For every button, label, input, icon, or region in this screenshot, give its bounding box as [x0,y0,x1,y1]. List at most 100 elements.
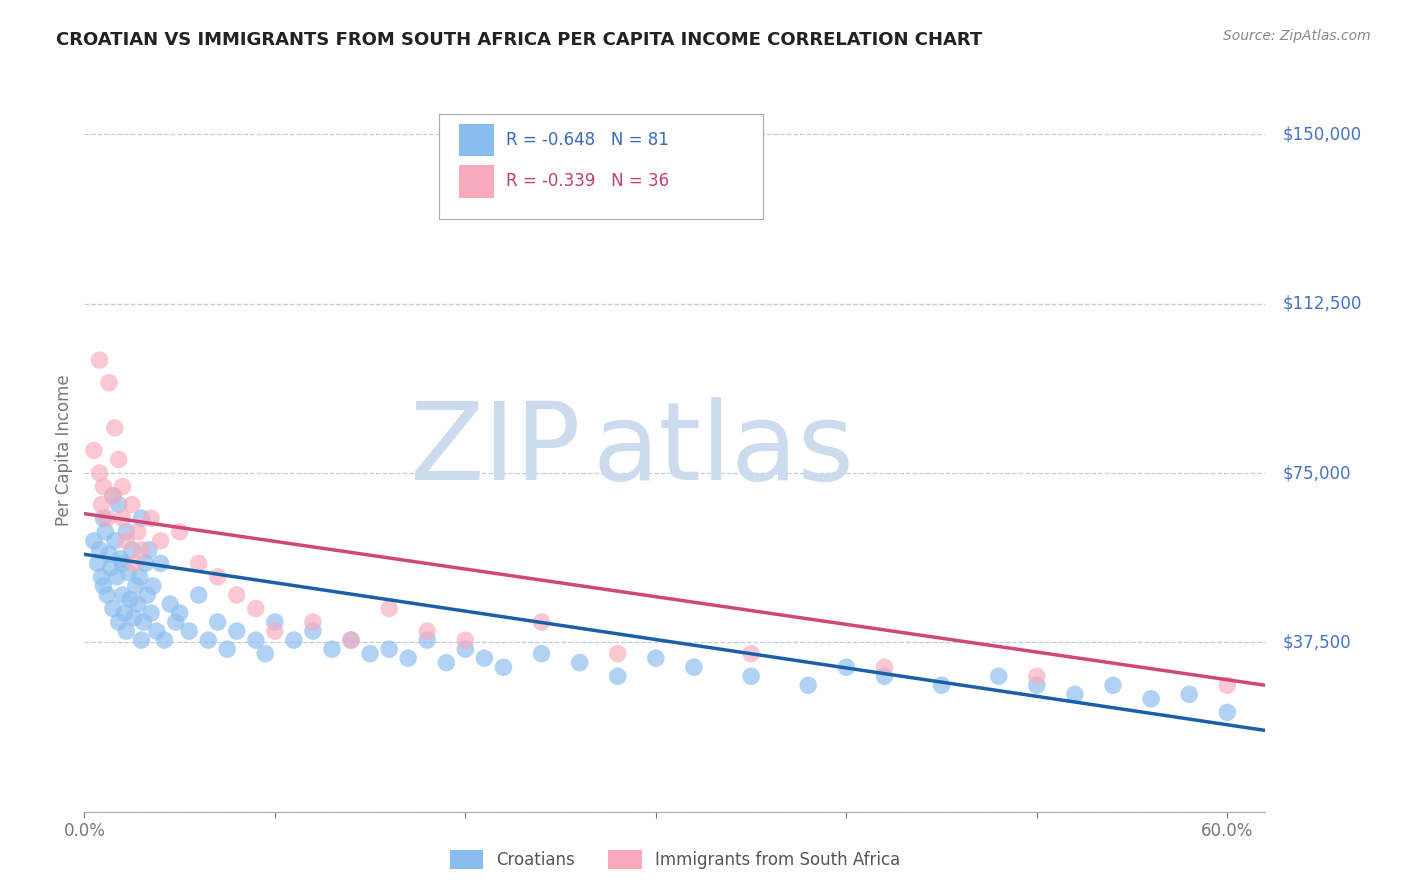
Point [378,642,401,657]
Point [1216,706,1239,720]
Point [530,647,553,661]
Point [1102,678,1125,692]
Point [245,601,267,615]
Point [89,353,111,368]
Point [120,592,142,607]
Point [107,452,129,467]
Point [197,633,219,648]
Point [454,633,477,648]
Point [121,542,143,557]
Point [89,466,111,480]
Point [169,606,191,620]
Point [115,624,138,639]
Point [149,533,172,548]
Point [396,651,419,665]
Point [86,557,108,571]
Point [98,376,121,390]
Point [96,511,118,525]
Point [153,633,176,648]
Point [165,615,187,629]
Point [1140,691,1163,706]
Point [139,511,162,525]
Point [93,511,115,525]
Point [644,651,666,665]
Point [187,588,209,602]
Point [111,479,134,493]
Point [359,647,381,661]
Point [225,624,247,639]
Point [302,615,325,629]
Point [93,579,115,593]
Point [606,669,628,683]
Point [117,566,139,580]
Point [149,557,172,571]
Text: Source: ZipAtlas.com: Source: ZipAtlas.com [1223,29,1371,43]
Point [263,624,285,639]
Point [683,660,706,674]
Point [110,551,132,566]
Point [83,443,105,458]
Point [107,498,129,512]
Point [134,557,156,571]
Point [136,588,159,602]
Point [111,557,134,571]
Point [105,570,128,584]
Point [104,533,127,548]
FancyBboxPatch shape [458,165,494,198]
Point [111,588,134,602]
Point [740,669,762,683]
Point [111,511,134,525]
Point [93,479,115,493]
Point [254,647,277,661]
Point [122,610,145,624]
Point [873,660,896,674]
Point [340,633,363,648]
Point [179,624,201,639]
Point [1064,687,1087,701]
Point [131,542,153,557]
Point [207,615,229,629]
Point [131,511,153,525]
Point [207,570,229,584]
Text: ZIP: ZIP [409,398,581,503]
Text: R = -0.648   N = 81: R = -0.648 N = 81 [506,131,669,149]
Point [987,669,1010,683]
Point [187,557,209,571]
Text: $150,000: $150,000 [1282,126,1361,144]
Point [90,570,112,584]
Point [128,570,150,584]
Point [132,615,155,629]
Text: $112,500: $112,500 [1282,294,1361,313]
Point [1025,669,1047,683]
Point [104,421,127,435]
Point [115,524,138,539]
Point [474,651,496,665]
Text: $37,500: $37,500 [1282,633,1351,651]
Point [1178,687,1201,701]
FancyBboxPatch shape [458,124,494,156]
Point [434,656,457,670]
Point [740,647,762,661]
Legend: Croatians, Immigrants from South Africa: Croatians, Immigrants from South Africa [443,843,907,876]
Point [94,524,117,539]
Point [169,524,191,539]
Point [835,660,858,674]
Point [416,624,439,639]
Text: CROATIAN VS IMMIGRANTS FROM SOUTH AFRICA PER CAPITA INCOME CORRELATION CHART: CROATIAN VS IMMIGRANTS FROM SOUTH AFRICA… [56,31,983,49]
Text: R = -0.339   N = 36: R = -0.339 N = 36 [506,172,669,190]
Y-axis label: Per Capita Income: Per Capita Income [55,375,73,526]
Point [606,647,628,661]
Point [127,597,149,611]
Point [101,489,124,503]
Point [378,601,401,615]
Point [121,498,143,512]
Point [122,557,145,571]
Point [245,633,267,648]
Point [321,642,343,657]
Point [492,660,515,674]
Point [138,542,160,557]
Point [98,547,121,561]
Text: atlas: atlas [592,398,855,503]
Point [125,579,148,593]
Point [83,533,105,548]
